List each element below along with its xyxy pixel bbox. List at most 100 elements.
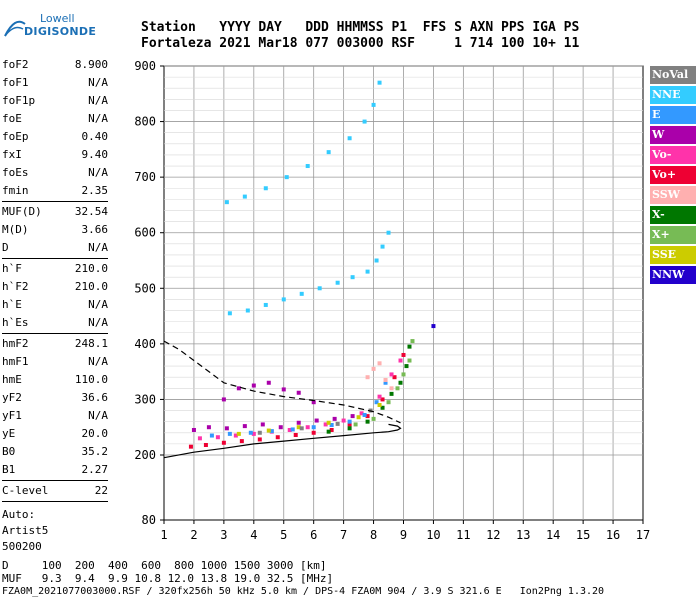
data-point	[260, 422, 265, 427]
legend-item-w: W	[650, 126, 696, 144]
data-point	[353, 422, 358, 427]
data-point	[209, 433, 214, 438]
param-label: h`Es	[2, 316, 29, 329]
param-label: yF1	[2, 409, 22, 422]
data-point	[365, 269, 370, 274]
data-point	[311, 430, 316, 435]
param-row-hf: h`F 210.0	[2, 260, 108, 278]
legend-item-x: X-	[650, 206, 696, 224]
autoscaling-info-line: Auto:	[2, 508, 36, 521]
param-row-yf1: yF1 N/A	[2, 407, 108, 425]
data-point	[305, 164, 310, 169]
data-point	[350, 414, 355, 419]
footer-muf-row: MUF 9.3 9.4 9.9 10.8 12.0 13.8 19.0 32.5…	[2, 572, 334, 585]
param-label: foEp	[2, 130, 29, 143]
param-divider	[2, 333, 108, 334]
param-label: foF1p	[2, 94, 36, 107]
data-point	[290, 427, 295, 432]
param-row-ye: yE 20.0	[2, 425, 108, 443]
data-point	[389, 391, 394, 396]
data-point	[365, 414, 370, 419]
digisonde-logo: Lowell DIGISONDE	[0, 8, 96, 48]
param-row-clevel: C-level 22	[2, 482, 108, 500]
data-point	[326, 150, 331, 155]
data-point	[314, 418, 319, 423]
param-row-hf2: h`F2 210.0	[2, 278, 108, 296]
data-point	[383, 380, 388, 385]
data-point	[392, 375, 397, 380]
data-point	[227, 311, 232, 316]
data-point	[329, 427, 334, 432]
data-point	[206, 425, 211, 430]
data-point	[401, 352, 406, 357]
data-point	[380, 405, 385, 410]
param-value: 210.0	[74, 262, 108, 275]
data-point	[389, 372, 394, 377]
logo-digisonde-text: DIGISONDE	[24, 25, 97, 38]
param-row-foep: foEp 0.40	[2, 128, 108, 146]
data-point	[269, 429, 274, 434]
legend: NoVal NNE E W Vo- Vo+ SSW X- X+ SSE NNW	[650, 66, 696, 286]
x-tick-label: 11	[456, 528, 470, 542]
data-point	[371, 102, 376, 107]
data-point	[371, 416, 376, 421]
data-point	[362, 119, 367, 124]
param-row-foe: foE N/A	[2, 110, 108, 128]
param-row-fof1p: foF1p N/A	[2, 92, 108, 110]
data-point	[398, 380, 403, 385]
y-tick-label: 800	[134, 115, 156, 129]
data-point	[305, 425, 310, 430]
logo-arc-icon	[4, 20, 26, 37]
data-point	[311, 425, 316, 430]
data-point	[374, 258, 379, 263]
param-value: 248.1	[74, 337, 108, 350]
param-row-d: D N/A	[2, 239, 108, 257]
param-label: h`F	[2, 262, 22, 275]
param-label: fxI	[2, 148, 22, 161]
param-row-fof1: foF1 N/A	[2, 74, 108, 92]
legend-item-e: E	[650, 106, 696, 124]
data-point	[263, 186, 268, 191]
data-point	[245, 308, 250, 313]
data-point	[323, 422, 328, 427]
param-label: fmin	[2, 184, 29, 197]
param-divider	[2, 258, 108, 259]
data-point	[287, 427, 292, 432]
param-row-fxi: fxI 9.40	[2, 146, 108, 164]
data-point	[374, 400, 379, 405]
param-row-fmin: fmin 2.35	[2, 182, 108, 200]
param-label: hmF2	[2, 337, 29, 350]
param-label: yE	[2, 427, 16, 440]
data-point	[359, 411, 364, 416]
x-tick-label: 4	[250, 528, 257, 542]
x-tick-label: 10	[426, 528, 440, 542]
data-point	[401, 372, 406, 377]
param-value: N/A	[88, 298, 108, 311]
param-value: N/A	[88, 76, 108, 89]
data-point	[242, 194, 247, 199]
param-row-b0: B0 35.2	[2, 443, 108, 461]
param-label: hmF1	[2, 355, 29, 368]
data-point	[248, 430, 253, 435]
data-point	[242, 424, 247, 429]
data-point	[191, 427, 196, 432]
param-label: foE	[2, 112, 22, 125]
param-divider	[2, 480, 108, 481]
data-point	[197, 436, 202, 441]
data-point	[377, 361, 382, 366]
param-label: h`F2	[2, 280, 29, 293]
param-value: 9.40	[81, 148, 109, 161]
header-line-1: Station YYYY DAY DDD HHMMSS P1 FFS S AXN…	[141, 20, 580, 35]
data-point	[266, 380, 271, 385]
data-point	[221, 440, 226, 445]
x-tick-label: 8	[370, 528, 377, 542]
data-point	[326, 429, 331, 434]
param-value: N/A	[88, 112, 108, 125]
legend-item-ssw: SSW	[650, 186, 696, 204]
data-point	[371, 366, 376, 371]
param-value: 22	[94, 484, 108, 497]
param-value: N/A	[88, 316, 108, 329]
param-value: 36.6	[81, 391, 109, 404]
param-value: N/A	[88, 241, 108, 254]
autoscaling-info-line: Artist5	[2, 524, 49, 537]
